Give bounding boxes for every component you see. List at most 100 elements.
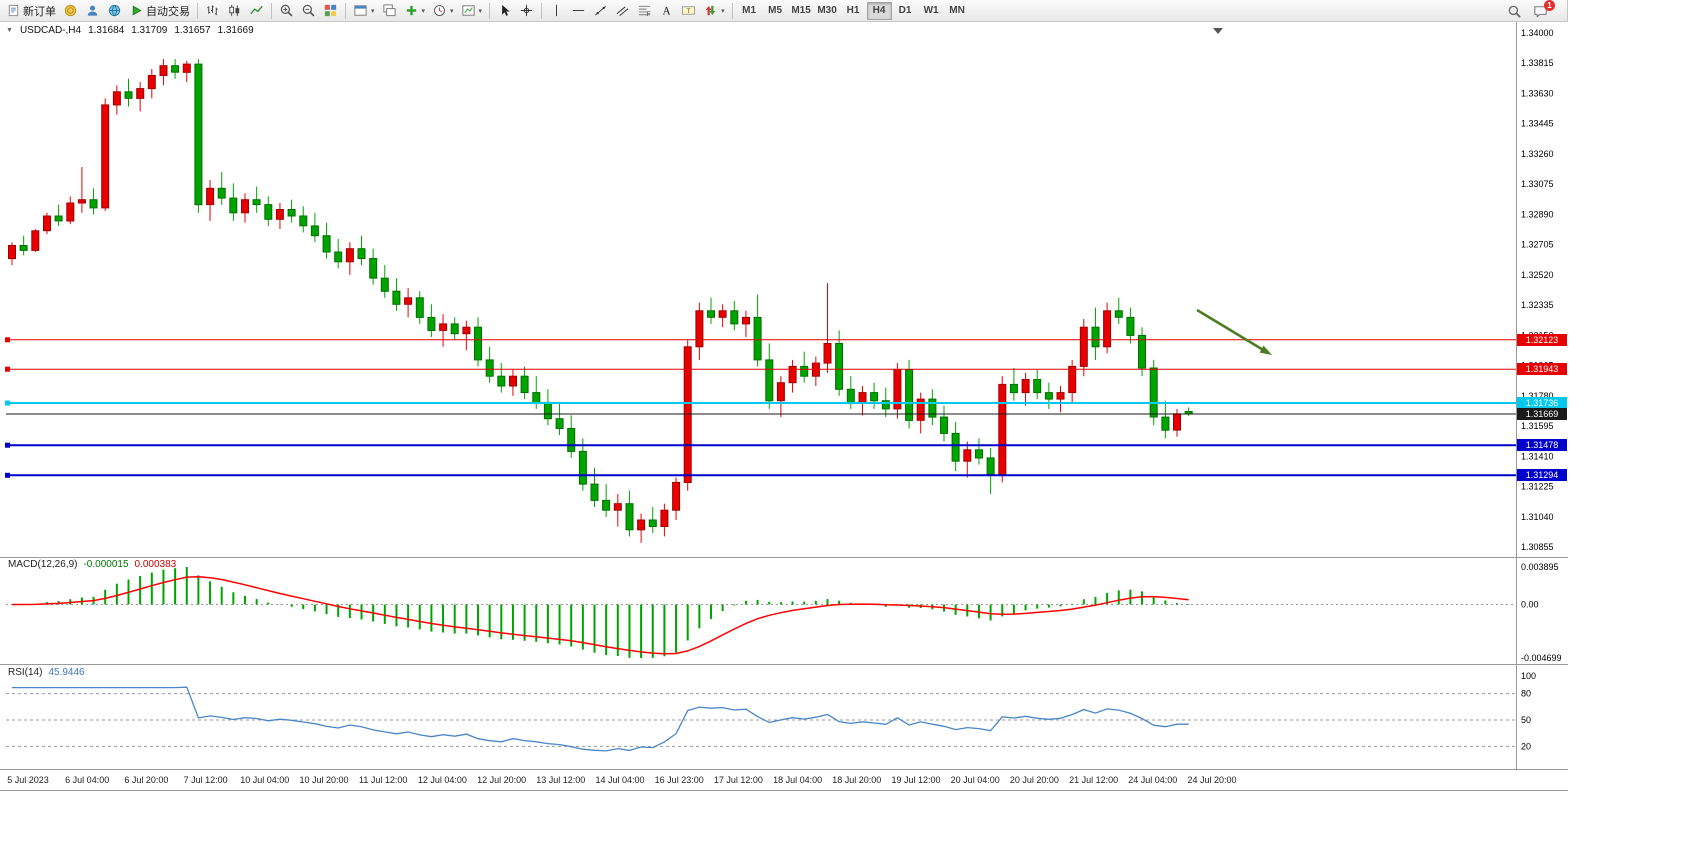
svg-text:80: 80 — [1521, 689, 1531, 699]
panel-splitters[interactable] — [0, 557, 1568, 791]
svg-text:12 Jul 04:00: 12 Jul 04:00 — [418, 775, 467, 785]
svg-text:0.003895: 0.003895 — [1521, 562, 1559, 572]
chart-shift-marker[interactable] — [1213, 28, 1223, 34]
chart-canvas[interactable]: 1.34000 1.33815 1.33630 1.33445 1.33260 1.330… — [0, 22, 1568, 793]
text-button[interactable]: A — [656, 1, 677, 21]
templates-icon — [461, 5, 475, 16]
toolbar-separator — [541, 2, 543, 19]
chart-header: ▼ USDCAD-,H4 1.31684 1.31709 1.31657 1.3… — [6, 25, 254, 36]
svg-text:1.31595: 1.31595 — [1521, 421, 1554, 431]
macd-signal-line — [12, 576, 1189, 655]
community-icon — [108, 4, 121, 17]
hline-handle[interactable] — [5, 337, 10, 343]
tile-windows-icon — [324, 4, 337, 17]
search-button[interactable] — [1504, 1, 1525, 21]
toolbar: 新订单 自动交易 ▾ ▾ ▾ ▾ F A T ▾ M1 M5 M15 M30 H1 H4 D1 W1 MN 1 — [0, 0, 1567, 22]
svg-text:10 Jul 04:00: 10 Jul 04:00 — [240, 775, 289, 785]
cascade-windows-button[interactable] — [379, 1, 400, 21]
cursor-button[interactable] — [494, 1, 515, 21]
rsi-panel — [6, 686, 1516, 752]
svg-text:100: 100 — [1521, 671, 1536, 681]
tile-windows-button[interactable] — [320, 1, 341, 21]
macd-axis: 0.003895 0.00 -0.004699 — [1521, 562, 1562, 663]
hline-handle[interactable] — [5, 366, 10, 372]
hline-handle[interactable] — [5, 442, 10, 448]
community-button[interactable] — [104, 1, 125, 21]
mt4-window: 新订单 自动交易 ▾ ▾ ▾ ▾ F A T ▾ M1 M5 M15 M30 H1 H4 D1 W1 MN 1 1.3… — [0, 0, 1568, 793]
candlestick-chart-icon — [229, 4, 240, 17]
hline-handle[interactable] — [5, 472, 10, 478]
deposit-icon — [64, 4, 77, 17]
timeframe-h1-button[interactable]: H1 — [841, 2, 866, 20]
svg-text:1.33260: 1.33260 — [1521, 149, 1554, 159]
chat-button[interactable]: 1 — [1530, 0, 1555, 21]
new-chart-button[interactable]: ▾ — [350, 1, 378, 21]
svg-text:18 Jul 04:00: 18 Jul 04:00 — [773, 775, 822, 785]
text-label-button[interactable]: T — [678, 1, 699, 21]
line-chart-icon — [250, 5, 263, 15]
indicators-icon — [406, 5, 416, 16]
periods-button[interactable]: ▾ — [429, 1, 457, 21]
profile-button[interactable] — [82, 1, 103, 21]
svg-text:1.33075: 1.33075 — [1521, 179, 1554, 189]
vertical-line-button[interactable] — [546, 1, 567, 21]
toolbar-separator — [345, 2, 346, 19]
svg-text:1.32520: 1.32520 — [1521, 270, 1554, 280]
svg-text:1.31780: 1.31780 — [1521, 391, 1554, 401]
svg-text:6 Jul 20:00: 6 Jul 20:00 — [124, 775, 168, 785]
vertical-line-icon — [556, 4, 558, 17]
bar-chart-button[interactable] — [202, 1, 223, 21]
horizontal-line-button[interactable] — [568, 1, 589, 21]
svg-text:14 Jul 04:00: 14 Jul 04:00 — [595, 775, 644, 785]
toolbar-separator — [489, 2, 491, 19]
svg-text:19 Jul 12:00: 19 Jul 12:00 — [891, 775, 940, 785]
collapse-caret-icon[interactable]: ▼ — [6, 27, 13, 34]
timeframe-mn-button[interactable]: MN — [945, 2, 970, 20]
rsi-value: 45.9446 — [48, 667, 85, 678]
svg-text:1.32890: 1.32890 — [1521, 209, 1554, 219]
hline-handle[interactable] — [5, 400, 10, 406]
svg-text:12 Jul 20:00: 12 Jul 20:00 — [477, 775, 526, 785]
zoom-out-button[interactable] — [298, 1, 319, 21]
timeframe-h4-button[interactable]: H4 — [866, 1, 892, 20]
svg-text:F: F — [647, 11, 651, 18]
svg-text:5 Jul 2023: 5 Jul 2023 — [7, 775, 49, 785]
trendline-button[interactable] — [590, 1, 611, 21]
rsi-line — [12, 686, 1189, 752]
svg-text:1.30855: 1.30855 — [1521, 542, 1554, 552]
equidistant-channel-button[interactable] — [612, 1, 633, 21]
templates-button[interactable]: ▾ — [458, 1, 486, 21]
svg-text:1.31410: 1.31410 — [1521, 451, 1554, 461]
svg-text:1.31225: 1.31225 — [1521, 482, 1554, 492]
svg-text:20 Jul 20:00: 20 Jul 20:00 — [1010, 775, 1059, 785]
new-order-button-label: 新订单 — [23, 5, 56, 18]
arrows-icon — [705, 5, 716, 16]
timeframe-w1-button[interactable]: W1 — [919, 2, 944, 20]
timeframe-m30-button[interactable]: M30 — [815, 2, 840, 20]
timeframe-m15-button[interactable]: M15 — [789, 2, 814, 20]
svg-text:A: A — [663, 6, 672, 18]
timeframe-d1-button[interactable]: D1 — [893, 2, 918, 20]
timeframe-m1-button[interactable]: M1 — [737, 2, 762, 20]
fibonacci-button[interactable]: F — [634, 1, 655, 21]
new-order-button[interactable]: 新订单 — [3, 1, 59, 21]
auto-trading-button[interactable]: 自动交易 — [126, 1, 193, 21]
rsi-name: RSI(14) — [8, 667, 43, 678]
rsi-axis: 100 80 50 20 — [1521, 671, 1536, 751]
line-chart-button[interactable] — [246, 1, 267, 21]
arrow-annotation[interactable] — [1196, 308, 1272, 355]
zoom-in-button[interactable] — [276, 1, 297, 21]
dropdown-caret-icon: ▾ — [450, 7, 454, 15]
deposit-button[interactable] — [60, 1, 81, 21]
arrows-button[interactable]: ▾ — [700, 1, 728, 21]
candlestick-chart-button[interactable] — [224, 1, 245, 21]
horizontal-line-objects[interactable] — [5, 337, 1516, 478]
svg-text:18 Jul 20:00: 18 Jul 20:00 — [832, 775, 881, 785]
timeframe-m5-button[interactable]: M5 — [763, 2, 788, 20]
horizontal-line-icon — [572, 10, 585, 11]
indicators-button[interactable]: ▾ — [401, 1, 429, 21]
svg-text:11 Jul 12:00: 11 Jul 12:00 — [359, 775, 407, 785]
new-order-icon — [8, 4, 19, 17]
crosshair-button[interactable] — [516, 1, 537, 21]
svg-text:16 Jul 23:00: 16 Jul 23:00 — [655, 775, 704, 785]
